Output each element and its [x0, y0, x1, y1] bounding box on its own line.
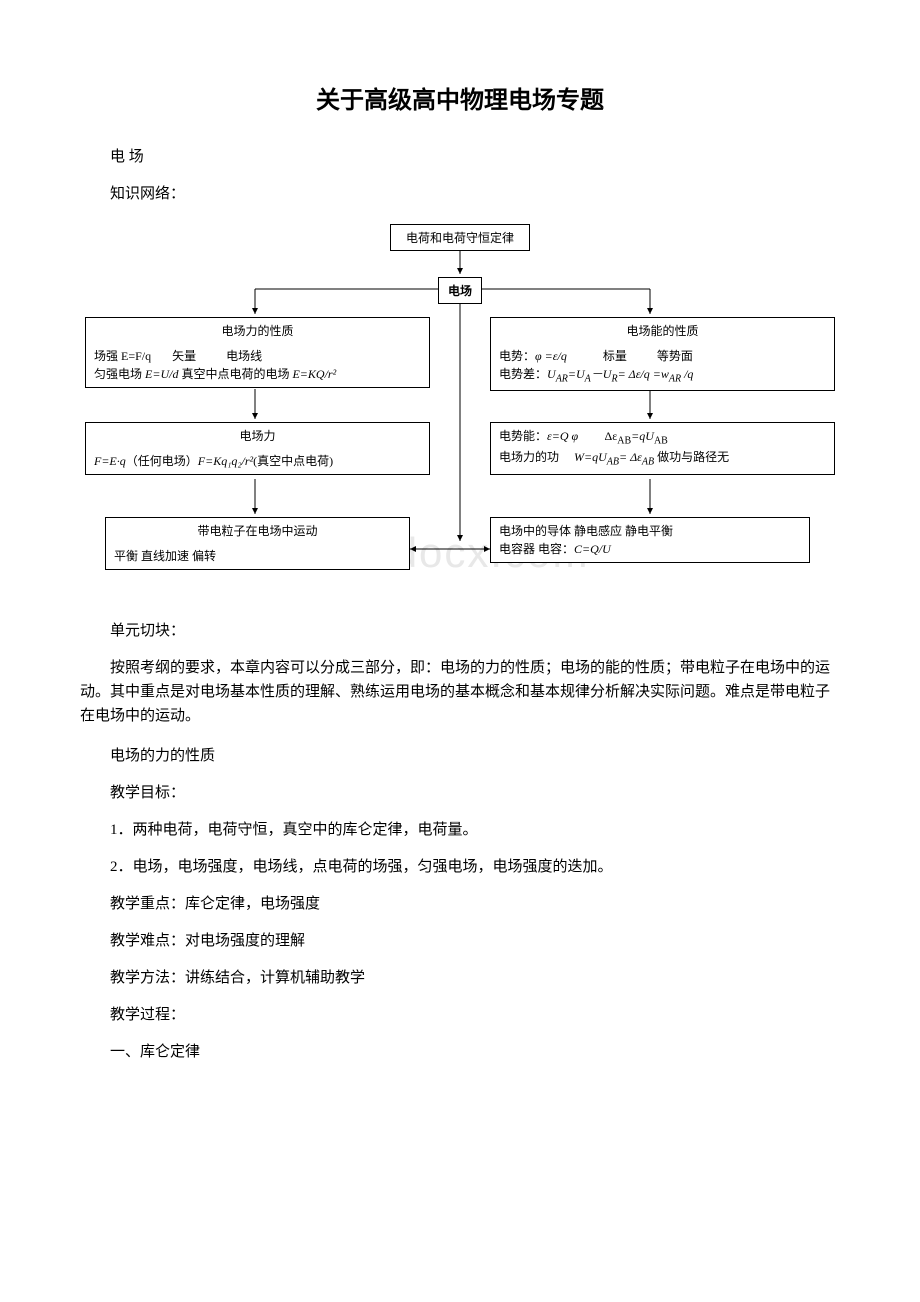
text-vector: 矢量	[172, 349, 196, 363]
node-energy-property-header: 电场能的性质	[491, 318, 834, 343]
text-motion-types: 平衡 直线加速 偏转	[114, 547, 401, 565]
knowledge-diagram: 电荷和电荷守恒定律 电场 电场力的性质 场强 E=F/q 矢量 电场线 匀强电场…	[80, 219, 840, 599]
text-cqu: C=Q/U	[574, 542, 611, 556]
node-potential-energy: 电势能：ε=Q φ ΔεAB=qUAB 电场力的功 W=qUAB= ΔεAB 做…	[490, 422, 835, 475]
text-potdiff: 电势差：	[499, 367, 547, 381]
page-title: 关于高级高中物理电场专题	[80, 80, 840, 115]
t-war: AR	[669, 373, 681, 384]
node-charge-label: 电荷和电荷守恒定律	[391, 225, 529, 250]
text-potential: 电势：	[499, 349, 535, 363]
node-energy-property: 电场能的性质 电势：φ =ε/q 标量 等势面 电势差：UAR=UA－UR= Δ…	[490, 317, 835, 391]
node-field-label: 电场	[439, 278, 481, 303]
t-ab4: AB	[642, 457, 654, 468]
node-force-property: 电场力的性质 场强 E=F/q 矢量 电场线 匀强电场 E=U/d 真空中点电荷…	[85, 317, 430, 388]
heading-subject: 电 场	[80, 145, 840, 166]
node-conductor-body: 电场中的导体 静电感应 静电平衡 电容器 电容：C=Q/U	[491, 518, 809, 562]
p-method: 教学方法：讲练结合，计算机辅助教学	[80, 966, 840, 987]
text-anyfield: （任何电场）	[126, 454, 198, 468]
node-field: 电场	[438, 277, 482, 304]
text-path: 做功与路径无	[654, 450, 729, 464]
p-coulomb: 一、库仑定律	[80, 1040, 840, 1061]
text-equipotential: 等势面	[657, 349, 693, 363]
heading-knowledge: 知识网络：	[80, 182, 840, 203]
text-conductor-line: 电场中的导体 静电感应 静电平衡	[499, 522, 801, 540]
node-field-force: 电场力 F=E·q（任何电场）F=Kq₁q₂/r²(真空中点电荷)	[85, 422, 430, 475]
t-ab2: AB	[654, 435, 668, 446]
p-process: 教学过程：	[80, 1003, 840, 1024]
subtitle-force: 电场的力的性质	[80, 744, 840, 765]
node-conductor: 电场中的导体 静电感应 静电平衡 电容器 电容：C=Q/U	[490, 517, 810, 563]
t-ar: AR	[556, 373, 568, 384]
text-vacuum: 真空中点电荷的电场	[178, 367, 292, 381]
text-phi: φ =ε/q	[535, 349, 567, 363]
t-ab1: AB	[617, 435, 631, 446]
heading-unit: 单元切块：	[80, 619, 840, 640]
text-pe: 电势能：	[499, 429, 547, 443]
t-mn: －U	[591, 367, 612, 381]
node-field-force-body: F=E·q（任何电场）F=Kq₁q₂/r²(真空中点电荷)	[86, 448, 429, 474]
p-difficulty: 教学难点：对电场强度的理解	[80, 929, 840, 950]
text-eud: E=U/d	[145, 367, 178, 381]
t-eq: =U	[568, 367, 585, 381]
node-potential-energy-body: 电势能：ε=Q φ ΔεAB=qUAB 电场力的功 W=qUAB= ΔεAB 做…	[491, 423, 834, 474]
node-particle-motion: 带电粒子在电场中运动 平衡 直线加速 偏转	[105, 517, 410, 570]
t-ab3: AB	[607, 457, 619, 468]
text-de2: = Δε	[619, 450, 642, 464]
node-field-force-header: 电场力	[86, 423, 429, 448]
t-end: /q	[681, 367, 693, 381]
node-particle-motion-header: 带电粒子在电场中运动	[106, 518, 409, 543]
p-item1: 1．两种电荷，电荷守恒，真空中的库仑定律，电荷量。	[80, 818, 840, 839]
p-item2: 2．电场，电场强度，电场线，点电荷的场强，匀强电场，电场强度的迭加。	[80, 855, 840, 876]
text-fieldline: 电场线	[226, 349, 262, 363]
t-u: U	[547, 367, 556, 381]
text-feq: F=E·q	[94, 454, 126, 468]
node-force-property-header: 电场力的性质	[86, 318, 429, 343]
text-ekqr: E=KQ/r²	[292, 367, 336, 381]
text-capacitor: 电容器 电容：	[499, 542, 574, 556]
text-wqu: W=qU	[574, 450, 607, 464]
summary-text: 按照考纲的要求，本章内容可以分成三部分，即：电场的力的性质；电场的能的性质；带电…	[80, 656, 840, 728]
node-energy-property-body: 电势：φ =ε/q 标量 等势面 电势差：UAR=UA－UR= Δε/q =wA…	[491, 343, 834, 390]
node-charge-conservation: 电荷和电荷守恒定律	[390, 224, 530, 251]
t-d: = Δε/q =w	[618, 367, 669, 381]
text-vacpoint: (真空中点电荷)	[253, 454, 333, 468]
p-goal: 教学目标：	[80, 781, 840, 802]
node-particle-motion-body: 平衡 直线加速 偏转	[106, 543, 409, 569]
text-eqphi: ε=Q φ	[547, 429, 578, 443]
text-qu: =qU	[631, 429, 654, 443]
text-de: Δε	[605, 429, 618, 443]
text-work: 电场力的功	[499, 450, 559, 464]
text-uniform: 匀强电场	[94, 367, 145, 381]
p-focus: 教学重点：库仑定律，电场强度	[80, 892, 840, 913]
text-scalar: 标量	[603, 349, 627, 363]
text-eq-efq: 场强 E=F/q	[94, 349, 151, 363]
node-force-property-body: 场强 E=F/q 矢量 电场线 匀强电场 E=U/d 真空中点电荷的电场 E=K…	[86, 343, 429, 387]
text-fkq: F=Kq₁q₂/r²	[198, 454, 253, 468]
